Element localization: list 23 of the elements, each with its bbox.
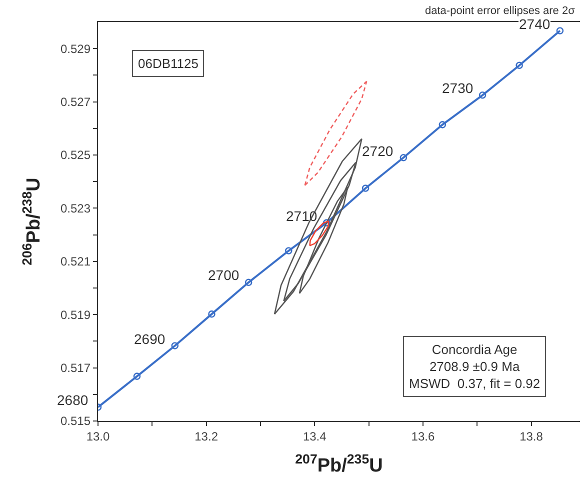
x-tick-label: 13.4 [302, 430, 327, 444]
annotation: 2720 [362, 143, 394, 159]
annotation: 2680 [57, 392, 88, 408]
y-tick-label: 0.515 [60, 414, 91, 428]
y-tick-label: 0.525 [60, 148, 91, 162]
annotation: 06DB1125 [138, 56, 198, 71]
x-axis-title: $^{207}$Pb/$^{235}$U [295, 451, 383, 476]
y-tick-label: 0.519 [60, 308, 91, 322]
annotation: 2690 [134, 331, 166, 347]
y-tick-label: 0.529 [60, 42, 91, 56]
annotation: Concordia Age 2708.9 ±0.9 Ma MSWD 0.37, fit = 0.92 [409, 342, 540, 391]
y-tick-label: 0.517 [60, 361, 91, 375]
y-tick-label: 0.527 [60, 95, 91, 109]
text: data-point error ellipses are 2σ [425, 5, 576, 17]
x-tick-label: 13.6 [411, 430, 435, 444]
x-tick-label: 13.2 [194, 430, 218, 444]
annotation: 2740 [519, 16, 550, 32]
y-tick-label: 0.523 [60, 201, 91, 216]
annotation: 2700 [208, 267, 240, 283]
x-tick-label: 13.8 [520, 430, 544, 444]
y-tick-label: 0.521 [60, 254, 91, 269]
annotation: 2730 [442, 80, 474, 96]
x-tick-label: 13.0 [86, 430, 110, 444]
